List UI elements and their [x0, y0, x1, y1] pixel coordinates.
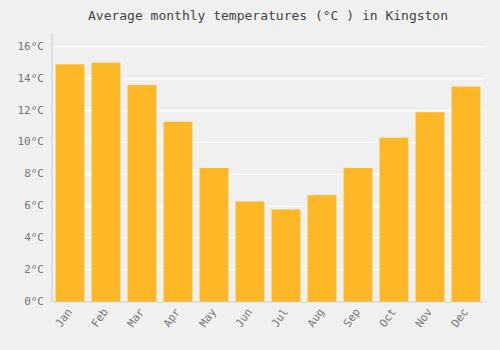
bar [272, 209, 301, 302]
y-tick-label: 4°C [24, 231, 44, 244]
bar [380, 138, 409, 302]
bar [164, 122, 193, 302]
x-tick-label: Dec [449, 306, 471, 330]
y-tick-label: 2°C [24, 263, 44, 276]
y-tick-label: 10°C [18, 135, 45, 148]
x-tick-label: May [197, 306, 219, 330]
bar [200, 168, 229, 302]
x-tick-label: Oct [377, 306, 399, 330]
y-tick-label: 8°C [24, 167, 44, 180]
bar [56, 64, 85, 302]
grid-line [52, 301, 484, 302]
bar [236, 202, 265, 303]
y-axis-line [52, 34, 53, 302]
x-tick-label: Mar [125, 306, 147, 330]
x-tick-label: Apr [161, 306, 183, 330]
bar [92, 63, 121, 302]
y-tick-label: 0°C [24, 295, 44, 308]
x-tick-label: Jan [53, 306, 75, 330]
y-tick-label: 14°C [18, 72, 45, 85]
x-tick-label: Jul [269, 306, 291, 330]
y-tick-label: 16°C [18, 40, 45, 53]
bars [56, 63, 481, 302]
x-tick-label: Aug [305, 306, 327, 330]
background [0, 0, 500, 350]
bar [128, 85, 157, 302]
x-axis-line [52, 302, 484, 303]
x-tick-label: Nov [413, 306, 435, 330]
chart: 0°C 2°C 4°C 6°C 8°C 10°C 12°C 14°C 16°C Jan Feb Mar… [0, 0, 500, 350]
bar [344, 168, 373, 302]
title: Average monthly temperatures (°C ) in Ki… [88, 8, 448, 23]
bar [416, 112, 445, 302]
grid [52, 47, 484, 302]
x-tick-label: Sep [341, 306, 363, 330]
x-tick-label: Jun [233, 306, 255, 330]
x-tick-label: Feb [89, 306, 111, 330]
y-tick-label: 12°C [18, 104, 45, 117]
y-tick-label: 6°C [24, 199, 44, 212]
bar [452, 87, 481, 302]
grid-line [52, 46, 484, 47]
bar [308, 195, 337, 302]
